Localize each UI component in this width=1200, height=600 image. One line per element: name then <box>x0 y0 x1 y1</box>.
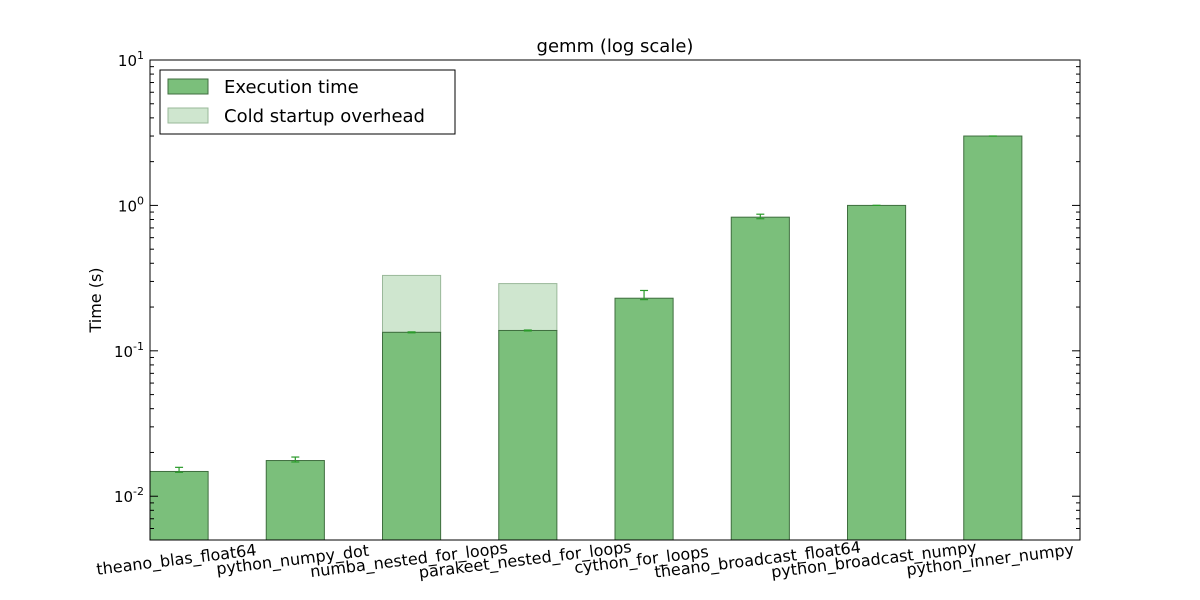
bars-layer <box>149 135 1023 541</box>
y-tick-labels: 10-2 10-1 100 101 <box>114 49 144 506</box>
y-axis-label: Time (s) <box>86 267 105 333</box>
legend-label-execution-time: Execution time <box>224 77 359 98</box>
y-tick-label: 101 <box>118 49 144 70</box>
legend-box <box>159 69 456 135</box>
bar-execution-python-numpy-dot <box>265 460 325 541</box>
error-bar-python-numpy-dot <box>291 456 300 463</box>
y-tick-label: 10-1 <box>114 340 144 361</box>
y-tick-label: 100 <box>118 194 144 215</box>
y-tick-label: 10-2 <box>114 485 144 506</box>
bar-execution-cython-for-loops <box>614 297 674 541</box>
bar-execution-python-inner-numpy <box>963 135 1023 541</box>
plot-frame <box>149 59 1081 541</box>
bar-cold-startup-numba-nested-for-loops <box>382 274 442 333</box>
error-bar-cython-for-loops <box>640 289 649 301</box>
chart-title: gemm (log scale) <box>537 36 694 57</box>
bar-execution-parakeet-nested-for-loops <box>498 329 558 541</box>
error-bar-numba-nested-for-loops <box>407 331 416 334</box>
bar-execution-theano-broadcast-float64 <box>730 216 790 541</box>
legend: Execution time Cold startup overhead <box>159 69 456 135</box>
legend-swatch-cold-startup-overhead <box>167 107 209 124</box>
bar-execution-python-broadcast-numpy <box>847 204 907 541</box>
bar-cold-startup-parakeet-nested-for-loops <box>498 283 558 331</box>
bar-execution-numba-nested-for-loops <box>382 331 442 541</box>
error-bar-parakeet-nested-for-loops <box>523 329 532 332</box>
x-tick-labels: theano_blas_float64python_numpy_dotnumba… <box>95 537 1075 583</box>
error-bar-theano-blas-float64 <box>175 466 184 473</box>
bar-execution-theano-blas-float64 <box>149 470 209 541</box>
legend-label-cold-startup-overhead: Cold startup overhead <box>224 106 425 127</box>
legend-swatch-execution-time <box>167 78 209 95</box>
error-bar-theano-broadcast-float64 <box>756 213 765 220</box>
error-bars-layer <box>175 135 997 473</box>
